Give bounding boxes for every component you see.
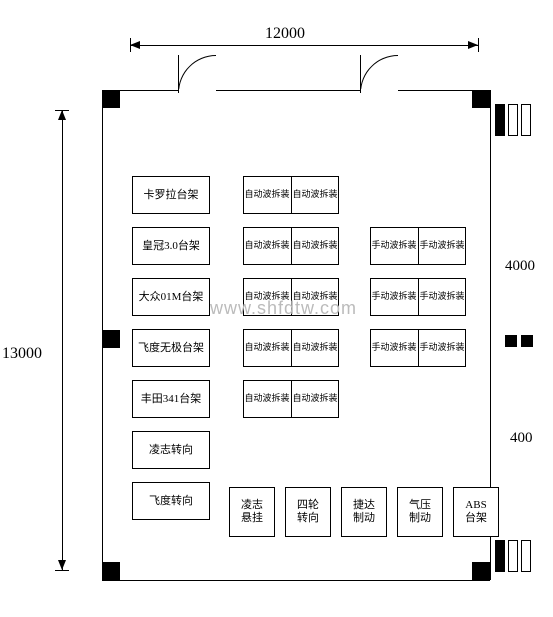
- dim-left-label: 13000: [2, 345, 42, 363]
- mid-label-1-b: 自动波拆装: [292, 241, 337, 251]
- right-label-1-b: 手动波拆装: [419, 292, 464, 302]
- dim-right-4000: 4000: [505, 258, 535, 275]
- mid-cell-3-b: 自动波拆装: [291, 329, 339, 367]
- right-cell-0-b: 手动波拆装: [418, 227, 466, 265]
- mid-cell-4-b: 自动波拆装: [291, 380, 339, 418]
- mid-cell-0-b: 自动波拆装: [291, 176, 339, 214]
- right-cell-1-b: 手动波拆装: [418, 278, 466, 316]
- right-cell-0-a: 手动波拆装: [370, 227, 418, 265]
- dim-left-arrow-t: [58, 110, 66, 120]
- left-box-4: 丰田341台架: [132, 380, 210, 418]
- mid-label-4-a: 自动波拆装: [244, 394, 289, 404]
- right-label-2-b: 手动波拆装: [419, 343, 464, 353]
- mid-label-3-b: 自动波拆装: [292, 343, 337, 353]
- mid-label-4-b: 自动波拆装: [292, 394, 337, 404]
- right-cell-2-b: 手动波拆装: [418, 329, 466, 367]
- left-box-0: 卡罗拉台架: [132, 176, 210, 214]
- left-box-3: 飞度无极台架: [132, 329, 210, 367]
- mid-label-0-a: 自动波拆装: [244, 190, 289, 200]
- door-arc-wrap-1: [360, 55, 398, 93]
- side-block-2: [521, 104, 531, 136]
- right-cell-2-a: 手动波拆装: [370, 329, 418, 367]
- right-label-1-a: 手动波拆装: [371, 292, 416, 302]
- side-block-5: [495, 540, 505, 572]
- dim-top-arrow-r: [468, 41, 478, 49]
- dim-top-label: 12000: [265, 25, 305, 43]
- left-box-6: 飞度转向: [132, 482, 210, 520]
- left-box-2: 大众01M台架: [132, 278, 210, 316]
- wall-bottom: [102, 580, 490, 581]
- door-arc-wrap-0: [178, 55, 216, 93]
- left-box-label-2: 大众01M台架: [139, 291, 204, 304]
- mid-label-0-b: 自动波拆装: [292, 190, 337, 200]
- pillar-4: [472, 562, 490, 580]
- dim-top-tick2: [478, 38, 479, 52]
- bottom-label-2: 捷达 制动: [353, 499, 375, 524]
- side-block-7: [521, 540, 531, 572]
- bottom-box-4: ABS 台架: [453, 487, 499, 537]
- bottom-label-4: ABS 台架: [465, 499, 487, 524]
- mid-label-1-a: 自动波拆装: [244, 241, 289, 251]
- side-block-6: [508, 540, 518, 572]
- dim-left-arrow-b: [58, 560, 66, 570]
- bottom-label-3: 气压 制动: [409, 499, 431, 524]
- side-block-1: [508, 104, 518, 136]
- right-label-2-a: 手动波拆装: [371, 343, 416, 353]
- bottom-box-0: 凌志 悬挂: [229, 487, 275, 537]
- mid-cell-3-a: 自动波拆装: [243, 329, 291, 367]
- right-label-0-b: 手动波拆装: [419, 241, 464, 251]
- side-block-3: [505, 335, 517, 347]
- door-arc-1: [360, 55, 398, 93]
- dim-top-line: [130, 45, 478, 46]
- right-cell-1-a: 手动波拆装: [370, 278, 418, 316]
- dim-left-line: [62, 110, 63, 570]
- door-arc-0: [178, 55, 216, 93]
- pillar-2: [102, 330, 120, 348]
- dim-left-tick2: [55, 570, 69, 571]
- left-box-label-0: 卡罗拉台架: [144, 189, 199, 202]
- watermark-text: www.shfdtw.com: [210, 298, 357, 319]
- door-gap-1: [361, 89, 398, 92]
- floor-plan-stage: 12000 13000 4000 400 卡罗拉台架皇冠3.0台架大众01M台架飞度无极…: [0, 0, 553, 617]
- wall-top: [102, 90, 490, 91]
- pillar-3: [102, 562, 120, 580]
- left-box-label-6: 飞度转向: [149, 495, 193, 508]
- left-box-label-3: 飞度无极台架: [138, 342, 204, 355]
- right-label-0-a: 手动波拆装: [371, 241, 416, 251]
- door-gap-0: [179, 89, 216, 92]
- mid-cell-4-a: 自动波拆装: [243, 380, 291, 418]
- mid-cell-1-b: 自动波拆装: [291, 227, 339, 265]
- dim-top-arrow-l: [130, 41, 140, 49]
- bottom-box-3: 气压 制动: [397, 487, 443, 537]
- dim-right-400: 400: [510, 430, 533, 447]
- bottom-label-1: 四轮 转向: [297, 499, 319, 524]
- left-box-label-1: 皇冠3.0台架: [142, 240, 200, 253]
- bottom-label-0: 凌志 悬挂: [241, 499, 263, 524]
- mid-cell-1-a: 自动波拆装: [243, 227, 291, 265]
- left-box-5: 凌志转向: [132, 431, 210, 469]
- left-box-label-5: 凌志转向: [149, 444, 193, 457]
- left-box-1: 皇冠3.0台架: [132, 227, 210, 265]
- pillar-1: [472, 90, 490, 108]
- pillar-0: [102, 90, 120, 108]
- bottom-box-2: 捷达 制动: [341, 487, 387, 537]
- mid-cell-0-a: 自动波拆装: [243, 176, 291, 214]
- bottom-box-1: 四轮 转向: [285, 487, 331, 537]
- side-block-0: [495, 104, 505, 136]
- left-box-label-4: 丰田341台架: [141, 393, 202, 406]
- side-block-4: [521, 335, 533, 347]
- mid-label-3-a: 自动波拆装: [244, 343, 289, 353]
